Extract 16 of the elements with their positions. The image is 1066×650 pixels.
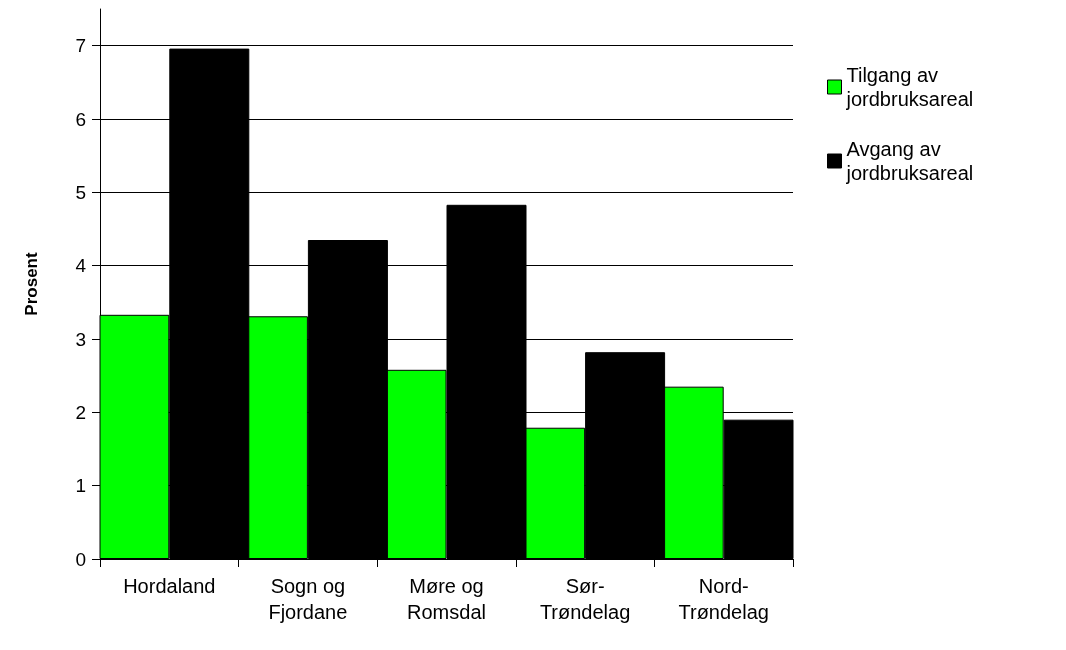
y-tick-label: 4 — [75, 255, 87, 277]
y-tick-label: 7 — [75, 35, 86, 57]
x-tick-label: Sogn og Fjordane — [268, 575, 348, 623]
legend-label: Tilgang av jordbruksareal — [845, 64, 974, 110]
y-axis-title: Prosent — [22, 252, 41, 316]
x-tick-label: Sør- Trøndelag — [539, 575, 631, 623]
x-tick-label: Hordaland — [123, 575, 216, 597]
y-tick-label: 2 — [75, 401, 86, 423]
x-tick-label: Møre og Romsdal — [407, 575, 486, 623]
y-tick-label: 1 — [75, 475, 86, 497]
y-tick-label: 5 — [75, 181, 86, 203]
x-tick-label: Nord- Trøndelag — [678, 575, 769, 623]
y-tick-label: 0 — [75, 548, 86, 570]
legend-label: Avgang av jordbruksareal — [845, 138, 974, 184]
y-tick-label: 6 — [75, 108, 86, 130]
y-tick-label: 3 — [75, 328, 86, 350]
